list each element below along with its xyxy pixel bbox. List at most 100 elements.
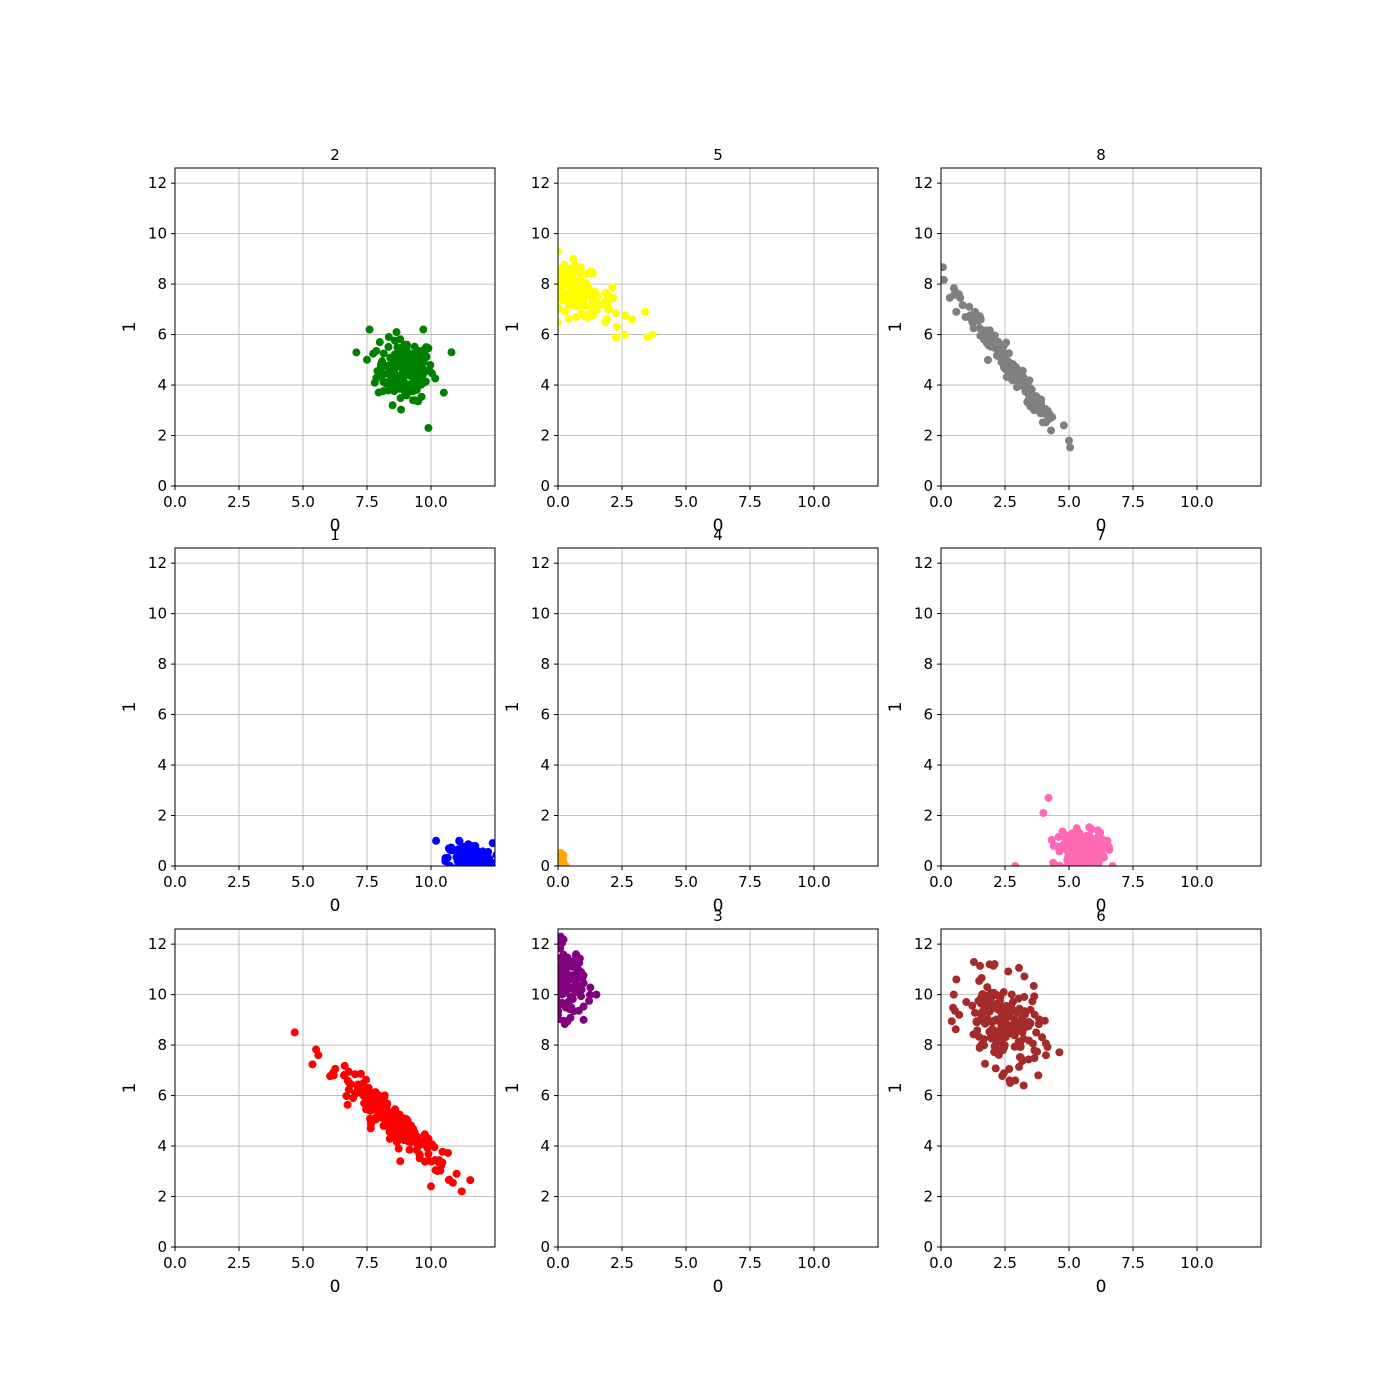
data-point [370,378,379,387]
points-group [544,247,657,342]
data-point [1041,1051,1050,1060]
data-point [1059,840,1068,849]
data-point [1032,1028,1041,1037]
y-tick-label: 2 [540,807,550,825]
data-point [1011,1076,1020,1085]
data-point [981,1006,990,1015]
data-point [419,325,428,334]
data-point [612,323,621,331]
axes-frame [940,167,1262,487]
y-tick-label: 6 [157,1087,167,1105]
data-point [561,1003,570,1012]
data-point [979,1012,988,1021]
data-point [1011,862,1020,866]
y-tick-label: 8 [540,1036,550,1054]
data-point [452,867,460,875]
data-point [999,1069,1008,1078]
x-tick-label: 2.5 [610,1254,634,1272]
data-point [1018,1028,1027,1037]
data-point [1024,388,1033,397]
data-point [954,290,963,299]
y-tick-label: 12 [531,935,550,953]
y-tick-label: 10 [531,605,550,623]
data-point [544,259,552,267]
data-point [971,307,980,316]
data-point [643,333,652,342]
data-point [1094,832,1103,841]
data-point [985,960,994,969]
y-tick-label: 10 [531,225,550,243]
data-point [585,996,594,1005]
y-axis-label: 1 [886,322,906,333]
y-tick-label: 2 [157,427,167,445]
data-point [949,284,958,293]
data-point [427,1140,436,1149]
data-point [436,1166,445,1175]
y-tick-label: 8 [923,655,933,673]
data-point [403,1116,412,1125]
x-tick-label: 5.0 [291,873,315,891]
data-point [385,1134,394,1143]
data-point [1066,443,1075,452]
data-point [949,990,958,999]
data-point [558,985,559,990]
axes-frame [174,547,496,867]
x-tick-label: 7.5 [1121,1254,1145,1272]
data-point [356,1069,365,1078]
data-point [482,848,491,857]
data-point [1100,853,1109,862]
data-point [558,849,562,858]
data-point [981,1059,990,1068]
data-point [560,1020,569,1029]
data-point [370,1092,379,1101]
data-point [1005,1012,1014,1021]
data-point [1014,1037,1023,1046]
subplot-title: 8 [1096,146,1106,164]
x-tick-label: 5.0 [1057,493,1081,511]
y-tick-label: 6 [157,706,167,724]
data-point [363,355,371,364]
data-point [473,849,482,858]
x-tick-label: 5.0 [1057,873,1081,891]
data-point [396,1157,405,1166]
data-point [407,366,416,375]
y-tick-label: 2 [923,807,933,825]
data-point [975,976,984,985]
data-point [1006,363,1015,372]
x-tick-label: 7.5 [355,493,379,511]
data-point [465,854,474,863]
x-tick-label: 10.0 [797,1254,830,1272]
data-point [1034,1071,1043,1080]
y-tick-label: 8 [157,655,167,673]
x-tick-label: 7.5 [355,873,379,891]
data-point [542,1009,550,1017]
data-point [1096,865,1101,866]
data-point [991,1064,1000,1073]
data-point [390,336,399,345]
x-tick-label: 2.5 [610,493,634,511]
data-point [452,867,460,875]
data-point [569,299,578,308]
y-tick-label: 12 [914,174,933,192]
data-point [564,314,573,323]
y-tick-label: 8 [540,275,550,293]
data-point [409,1124,418,1133]
x-tick-label: 5.0 [291,1254,315,1272]
y-axis-label: 1 [120,702,140,713]
data-point [558,860,565,866]
data-point [550,856,558,864]
data-point [1002,372,1011,381]
data-point [546,957,554,965]
y-tick-label: 0 [540,1238,550,1256]
data-point [502,848,510,856]
data-point [558,264,565,273]
data-point [343,1100,352,1109]
data-point [444,1176,453,1185]
data-point [1024,1055,1033,1064]
data-point [1000,1043,1009,1052]
points-group [1011,793,1117,866]
x-tick-label: 10.0 [797,873,830,891]
data-point [415,1154,424,1163]
data-point [965,302,974,311]
